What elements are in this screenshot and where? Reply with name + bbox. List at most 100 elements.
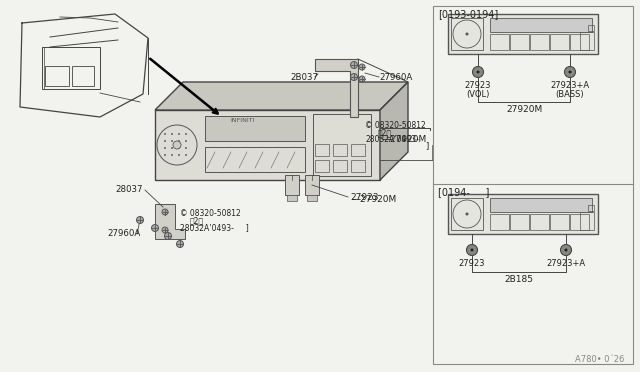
Circle shape [171, 154, 173, 156]
Bar [45, 66, 69, 86]
Text: 2B037: 2B037 [290, 73, 318, 81]
Bar [448, 14, 598, 54]
Circle shape [470, 248, 474, 251]
Bar [351, 160, 365, 172]
Bar [42, 47, 100, 89]
Bar [530, 214, 549, 230]
Circle shape [351, 61, 358, 68]
Circle shape [178, 133, 180, 135]
Bar [205, 147, 305, 172]
Circle shape [136, 217, 143, 224]
Bar [305, 175, 319, 195]
Text: 27923: 27923 [459, 260, 485, 269]
Text: © 08320-50812: © 08320-50812 [180, 209, 241, 218]
Bar [285, 175, 299, 195]
Circle shape [359, 64, 365, 70]
Circle shape [171, 147, 173, 149]
Bar [451, 198, 483, 230]
Circle shape [171, 133, 173, 135]
Circle shape [164, 147, 166, 149]
Bar [490, 18, 592, 32]
Bar [580, 32, 594, 50]
Circle shape [561, 244, 572, 256]
Bar [287, 195, 297, 201]
Text: 27923: 27923 [465, 81, 492, 90]
Text: 27960A: 27960A [379, 73, 412, 81]
Circle shape [162, 209, 168, 215]
Text: 28032A’0493-: 28032A’0493- [365, 135, 419, 144]
Text: (VOL): (VOL) [467, 90, 490, 99]
Text: 27923+A: 27923+A [550, 81, 589, 90]
Bar [580, 212, 594, 230]
Bar [490, 198, 592, 212]
Bar [510, 34, 529, 50]
Bar [490, 214, 509, 230]
Circle shape [185, 133, 187, 135]
Circle shape [164, 154, 166, 156]
Bar [550, 34, 569, 50]
Circle shape [171, 140, 173, 142]
Bar [155, 110, 380, 180]
Text: (BASS): (BASS) [556, 90, 584, 99]
Circle shape [477, 71, 479, 74]
Text: —27920M: —27920M [352, 196, 397, 205]
Bar [433, 6, 633, 364]
Bar [315, 144, 329, 156]
Bar [307, 195, 317, 201]
Text: （2）: （2） [190, 217, 204, 225]
Bar [333, 144, 347, 156]
Circle shape [177, 241, 184, 247]
Bar [315, 160, 329, 172]
Text: 27923+A: 27923+A [547, 260, 586, 269]
Text: 27923: 27923 [350, 192, 378, 202]
Text: 27920M: 27920M [506, 106, 542, 115]
Bar [205, 116, 305, 141]
Circle shape [185, 140, 187, 142]
Circle shape [185, 154, 187, 156]
Bar [313, 114, 371, 176]
Circle shape [564, 67, 575, 77]
Text: A780• 0´26: A780• 0´26 [575, 356, 625, 365]
Text: 28037: 28037 [115, 186, 143, 195]
Bar [510, 214, 529, 230]
Polygon shape [315, 59, 358, 117]
Text: [0194-     ]: [0194- ] [438, 187, 490, 197]
Text: 28032A’0493-     ]: 28032A’0493- ] [180, 224, 249, 232]
Bar [448, 194, 598, 234]
Bar [570, 34, 589, 50]
Circle shape [162, 227, 168, 233]
Bar [451, 18, 483, 50]
Circle shape [178, 147, 180, 149]
Bar [530, 34, 549, 50]
Bar [588, 205, 594, 211]
Circle shape [568, 71, 572, 74]
Text: © 08320-50812: © 08320-50812 [365, 122, 426, 131]
Circle shape [164, 133, 166, 135]
Text: （2）: （2） [378, 128, 392, 138]
Text: [0193-0194]: [0193-0194] [438, 9, 499, 19]
Bar [490, 34, 509, 50]
Circle shape [178, 140, 180, 142]
Text: 27960A: 27960A [107, 230, 140, 238]
Bar [570, 214, 589, 230]
Bar [550, 214, 569, 230]
Bar [72, 66, 94, 86]
Polygon shape [380, 82, 408, 180]
Text: 2B185: 2B185 [504, 276, 534, 285]
Circle shape [164, 140, 166, 142]
Circle shape [465, 212, 468, 215]
Polygon shape [155, 204, 185, 239]
Bar [333, 160, 347, 172]
Bar [351, 144, 365, 156]
Circle shape [465, 32, 468, 35]
Circle shape [173, 141, 181, 149]
Text: ]: ] [425, 141, 428, 151]
Text: INFINITI: INFINITI [230, 118, 255, 122]
Polygon shape [155, 82, 408, 110]
Circle shape [472, 67, 483, 77]
Circle shape [164, 232, 172, 240]
Circle shape [564, 248, 568, 251]
Text: —27920M: —27920M [382, 135, 428, 144]
Circle shape [178, 154, 180, 156]
Circle shape [152, 224, 159, 231]
